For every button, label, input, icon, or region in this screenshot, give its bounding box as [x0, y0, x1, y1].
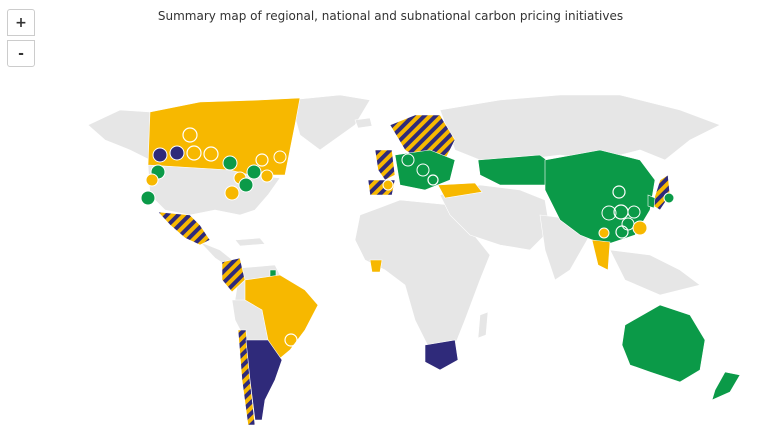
- subnational-markers: [140, 127, 675, 347]
- map-title: Summary map of regional, national and su…: [157, 9, 624, 23]
- land-masses: [87, 94, 721, 351]
- zoom-in-button[interactable]: +: [7, 9, 35, 36]
- zoom-out-button[interactable]: -: [7, 40, 35, 67]
- priced-regions: [147, 97, 741, 426]
